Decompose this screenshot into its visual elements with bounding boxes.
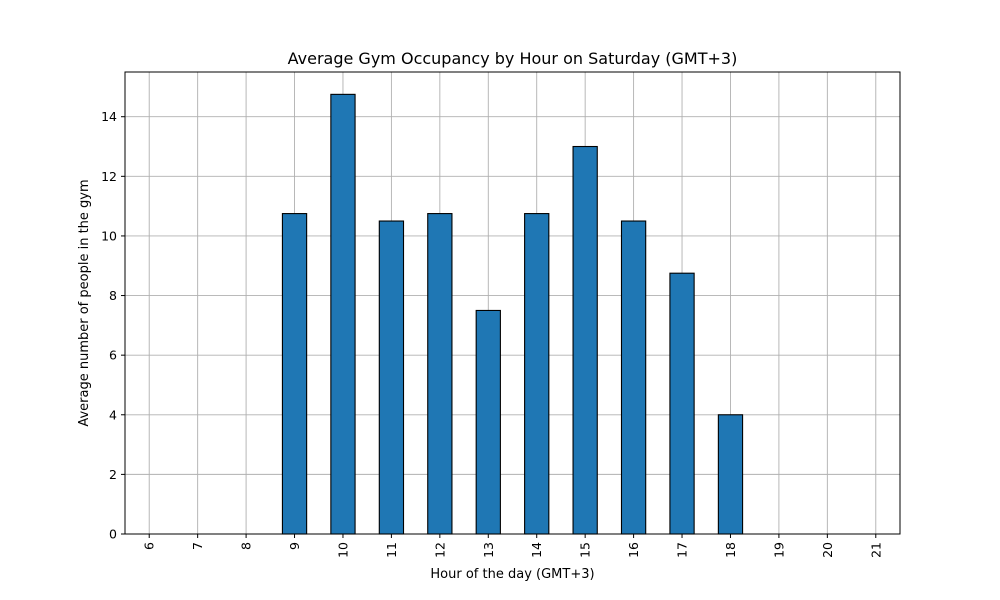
bar [572,145,598,535]
x-tick-label: 12 [432,542,447,558]
x-tick-label: 10 [335,542,350,558]
bar [475,309,501,535]
y-tick-label: 14 [101,109,117,124]
x-tick-label: 20 [820,542,835,558]
x-tick-label: 21 [868,542,883,558]
y-tick-label: 8 [109,288,117,303]
x-tick-label: 18 [723,542,738,558]
plot-frame [124,71,901,535]
x-tick-label: 13 [481,542,496,558]
bar [620,220,647,535]
grid [125,72,900,535]
y-tick-label: 12 [101,169,117,184]
bar [524,213,550,535]
x-tick-label: 8 [239,542,254,550]
y-axis-label: Average number of people in the gym [77,179,92,426]
bar [281,213,308,535]
x-tick-label: 14 [529,542,544,558]
x-tick-label: 11 [384,542,399,558]
y-tick-label: 6 [109,348,117,363]
x-tick-label: 7 [190,542,205,550]
bars [281,93,744,535]
bar [378,220,405,535]
ticks: 0 2 4 6 8 10 12 14 6 7 8 9 10 11 12 13 14 15 16 17 18 19 20 21 [101,109,883,558]
y-tick-label: 4 [109,407,117,422]
y-tick-label: 10 [101,228,117,243]
x-axis-label: Hour of the day (GMT+3) [430,567,594,582]
x-tick-label: 19 [771,542,786,558]
x-tick-label: 9 [287,542,302,550]
bar [427,213,453,535]
bar [669,272,695,535]
x-tick-label: 6 [142,542,157,550]
x-tick-label: 17 [675,542,690,558]
y-tick-label: 2 [109,467,117,482]
bar [330,93,356,535]
y-tick-label: 0 [109,527,117,542]
x-tick-label: 15 [578,542,593,558]
x-tick-label: 16 [626,542,641,558]
chart-title: Average Gym Occupancy by Hour on Saturda… [288,49,738,68]
bar [717,414,744,535]
